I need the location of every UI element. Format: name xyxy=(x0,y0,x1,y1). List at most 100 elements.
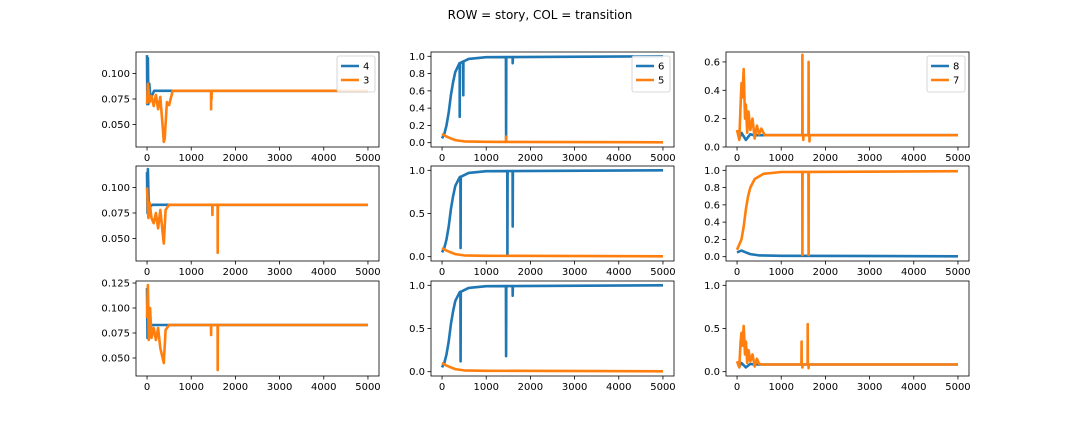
legend: 87 xyxy=(926,55,966,93)
x-tick-label: 1000 xyxy=(769,382,794,393)
x-tick-label: 0 xyxy=(144,382,150,393)
x-tick-label: 0 xyxy=(439,153,445,164)
y-tick-label: 0.6 xyxy=(704,57,720,68)
x-tick-label: 0 xyxy=(439,382,445,393)
axes-frame xyxy=(430,51,675,148)
series-line-s1 xyxy=(735,322,958,370)
x-tick-label: 1000 xyxy=(474,267,499,278)
x-tick-label: 4000 xyxy=(901,382,926,393)
x-tick-label: 3000 xyxy=(857,267,882,278)
x-tick-label: 3000 xyxy=(562,267,587,278)
subplot-2-0: 0 1000 2000 3000 4000 5000 0.050 0.075 0.100 0.12… xyxy=(101,279,380,394)
x-tick-label: 5000 xyxy=(650,382,675,393)
x-tick-label: 0 xyxy=(734,267,740,278)
x-tick-label: 3000 xyxy=(562,382,587,393)
subplot-1-1: 0 1000 2000 3000 4000 5000 0.0 0.5 1.0 xyxy=(409,165,676,278)
series-line-5 xyxy=(441,132,664,144)
x-tick-label: 4000 xyxy=(311,267,336,278)
x-tick-label: 4000 xyxy=(901,153,926,164)
x-tick-label: 2000 xyxy=(223,382,248,393)
x-tick-label: 2000 xyxy=(223,153,248,164)
subplot-0-1: 0 1000 2000 3000 4000 5000 0.0 0.2 0.4 0.6 0.8 1.0 6… xyxy=(409,51,676,164)
y-tick-label: 0.6 xyxy=(409,86,425,97)
series-line-6 xyxy=(440,55,664,140)
axes-frame xyxy=(135,165,380,262)
y-tick-label: 0.100 xyxy=(101,304,130,315)
y-tick-label: 0.125 xyxy=(101,279,130,290)
subplot-2-2: 0 1000 2000 3000 4000 5000 0.0 0.5 1.0 xyxy=(704,280,971,393)
y-tick-label: 0.4 xyxy=(704,86,720,97)
x-tick-label: 1000 xyxy=(179,382,204,393)
series-line-s1 xyxy=(441,361,664,373)
x-tick-label: 5000 xyxy=(355,267,380,278)
x-tick-label: 5000 xyxy=(945,267,970,278)
axes-frame xyxy=(135,51,380,148)
axes-frame xyxy=(725,165,970,262)
x-tick-label: 4000 xyxy=(901,267,926,278)
x-tick-label: 3000 xyxy=(857,153,882,164)
legend: 65 xyxy=(631,55,671,93)
subplot-2-1: 0 1000 2000 3000 4000 5000 0.0 0.5 1.0 xyxy=(409,280,676,393)
y-tick-label: 0.050 xyxy=(101,354,130,365)
x-tick-label: 3000 xyxy=(562,153,587,164)
x-tick-label: 2000 xyxy=(518,267,543,278)
x-tick-label: 2000 xyxy=(518,382,543,393)
y-tick-label: 0.5 xyxy=(409,324,425,335)
x-tick-label: 4000 xyxy=(311,382,336,393)
x-tick-label: 4000 xyxy=(311,153,336,164)
y-tick-label: 0.8 xyxy=(704,183,720,194)
x-tick-label: 5000 xyxy=(945,153,970,164)
x-tick-label: 1000 xyxy=(474,153,499,164)
x-tick-label: 0 xyxy=(144,267,150,278)
x-tick-label: 2000 xyxy=(813,382,838,393)
series-line-s1 xyxy=(145,187,368,255)
y-tick-label: 0.0 xyxy=(409,252,425,263)
x-tick-label: 3000 xyxy=(267,153,292,164)
series-line-s0 xyxy=(440,284,664,369)
legend-label: 6 xyxy=(658,62,664,73)
x-tick-label: 4000 xyxy=(606,153,631,164)
series-line-s1 xyxy=(441,246,664,258)
y-tick-label: 0.050 xyxy=(101,120,130,131)
legend-label: 3 xyxy=(363,76,369,87)
y-tick-label: 0.075 xyxy=(101,329,130,340)
y-tick-label: 0.8 xyxy=(409,69,425,80)
y-tick-label: 1.0 xyxy=(704,281,720,292)
legend-label: 8 xyxy=(953,62,959,73)
x-tick-label: 0 xyxy=(144,153,150,164)
subplot-1-2: 0 1000 2000 3000 4000 5000 0.0 0.2 0.4 0.6 0.8 1.0 xyxy=(704,165,971,278)
y-tick-label: 0.5 xyxy=(704,324,720,335)
x-tick-label: 3000 xyxy=(267,267,292,278)
y-tick-label: 0.4 xyxy=(409,104,425,115)
y-tick-label: 0.2 xyxy=(704,114,720,125)
y-tick-label: 0.5 xyxy=(409,209,425,220)
x-tick-label: 2000 xyxy=(813,153,838,164)
legend-label: 4 xyxy=(363,62,369,73)
y-tick-label: 0.0 xyxy=(704,252,720,263)
x-tick-label: 0 xyxy=(734,153,740,164)
x-tick-label: 3000 xyxy=(267,382,292,393)
x-tick-label: 1000 xyxy=(769,267,794,278)
y-tick-label: 0.100 xyxy=(101,183,130,194)
x-tick-label: 1000 xyxy=(769,153,794,164)
legend-label: 5 xyxy=(658,76,664,87)
series-line-3 xyxy=(145,82,368,144)
x-tick-label: 0 xyxy=(439,267,445,278)
legend-label: 7 xyxy=(953,76,959,87)
y-tick-label: 0.0 xyxy=(409,367,425,378)
x-tick-label: 2000 xyxy=(518,153,543,164)
x-tick-label: 5000 xyxy=(650,153,675,164)
y-tick-label: 0.075 xyxy=(101,94,130,105)
axes-frame xyxy=(725,51,970,148)
x-tick-label: 3000 xyxy=(857,382,882,393)
y-tick-label: 0.0 xyxy=(409,138,425,149)
y-tick-label: 0.2 xyxy=(704,235,720,246)
axes-frame xyxy=(135,280,380,377)
y-tick-label: 0.075 xyxy=(101,208,130,219)
y-tick-label: 1.0 xyxy=(409,281,425,292)
series-line-s1 xyxy=(145,283,368,372)
x-tick-label: 2000 xyxy=(223,267,248,278)
